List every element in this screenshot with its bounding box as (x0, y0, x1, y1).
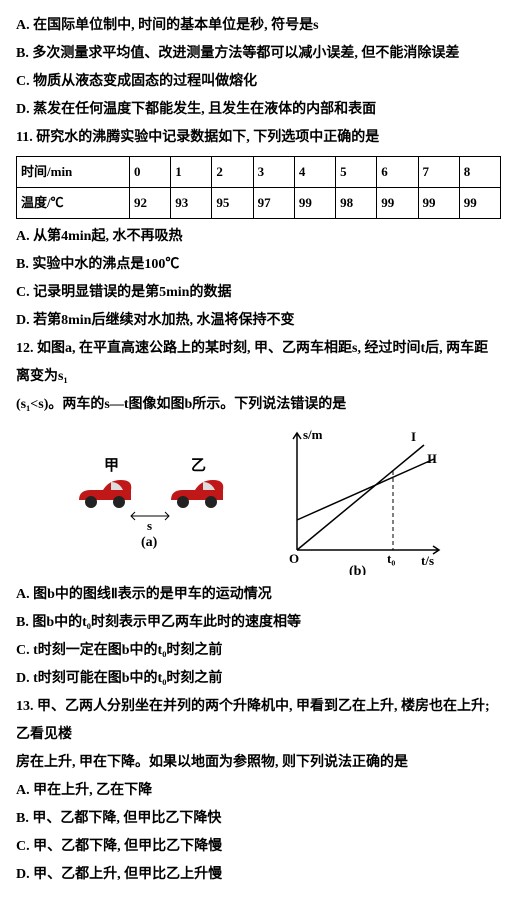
th-1: 0 (129, 157, 170, 188)
td-8: 99 (418, 188, 459, 219)
line-after-3: D. t时刻可能在图b中的t₀时刻之前 (16, 665, 501, 693)
figure-row: 甲 乙 s (a) s/m t/s O I (16, 425, 501, 575)
s-label: s (147, 518, 152, 533)
line-II (297, 459, 434, 520)
y-axis-label: s/m (303, 427, 323, 442)
line-after-6: A. 甲在上升, 乙在下降 (16, 777, 501, 805)
th-8: 7 (418, 157, 459, 188)
td-1: 92 (129, 188, 170, 219)
th-5: 4 (294, 157, 335, 188)
line-mid-3: D. 若第8min后继续对水加热, 水温将保持不变 (16, 307, 501, 335)
figure-a: 甲 乙 s (a) (69, 450, 239, 550)
line-before-3: D. 蒸发在任何温度下都能发生, 且发生在液体的内部和表面 (16, 96, 501, 124)
line-before-2: C. 物质从液态变成固态的过程叫做熔化 (16, 68, 501, 96)
figure-b: s/m t/s O I II t₀ (b) (269, 425, 449, 575)
line-mid-2: C. 记录明显错误的是第5min的数据 (16, 279, 501, 307)
car-right-label: 乙 (191, 458, 206, 474)
line-after-7: B. 甲、乙都下降, 但甲比乙下降快 (16, 805, 501, 833)
td-2: 93 (171, 188, 212, 219)
td-0: 温度/℃ (17, 188, 130, 219)
line-after-0: A. 图b中的图线Ⅱ表示的是甲车的运动情况 (16, 581, 501, 609)
th-7: 6 (377, 157, 418, 188)
th-4: 3 (253, 157, 294, 188)
line-before-0: A. 在国际单位制中, 时间的基本单位是秒, 符号是s (16, 12, 501, 40)
td-9: 99 (459, 188, 500, 219)
car-left-label: 甲 (104, 457, 119, 474)
line-before-1: B. 多次测量求平均值、改进测量方法等都可以减小误差, 但不能消除误差 (16, 40, 501, 68)
I-label: I (411, 429, 416, 444)
line-I (297, 445, 424, 550)
line-after-1: B. 图b中的t₀时刻表示甲乙两车此时的速度相等 (16, 609, 501, 637)
th-0: 时间/min (17, 157, 130, 188)
th-3: 2 (212, 157, 253, 188)
td-6: 98 (336, 188, 377, 219)
fig-a-label: (a) (141, 535, 158, 550)
line-after-8: C. 甲、乙都下降, 但甲比乙下降慢 (16, 833, 501, 861)
line-after-2: C. t时刻一定在图b中的t₀时刻之前 (16, 637, 501, 665)
td-7: 99 (377, 188, 418, 219)
car-left (79, 480, 131, 508)
data-table: 时间/min012345678 温度/℃929395979998999999 (16, 156, 501, 219)
line-mid-0: A. 从第4min起, 水不再吸热 (16, 223, 501, 251)
th-6: 5 (336, 157, 377, 188)
line-before-4: 11. 研究水的沸腾实验中记录数据如下, 下列选项中正确的是 (16, 124, 501, 152)
line-mid-4: 12. 如图a, 在平直高速公路上的某时刻, 甲、乙两车相距s, 经过时间t后,… (16, 335, 501, 391)
fig-b-label: (b) (349, 564, 366, 575)
car-right (171, 480, 223, 508)
th-9: 8 (459, 157, 500, 188)
td-3: 95 (212, 188, 253, 219)
td-4: 97 (253, 188, 294, 219)
th-2: 1 (171, 157, 212, 188)
line-mid-5: (s₁<s)。两车的s—t图像如图b所示。下列说法错误的是 (16, 391, 501, 419)
x-axis-label: t/s (421, 553, 434, 568)
II-label: II (427, 451, 437, 466)
t0-label: t₀ (387, 551, 395, 566)
origin-label: O (289, 551, 299, 566)
td-5: 99 (294, 188, 335, 219)
line-after-4: 13. 甲、乙两人分别坐在并列的两个升降机中, 甲看到乙在上升, 楼房也在上升;… (16, 693, 501, 749)
line-after-9: D. 甲、乙都上升, 但甲比乙上升慢 (16, 861, 501, 889)
line-after-5: 房在上升, 甲在下降。如果以地面为参照物, 则下列说法正确的是 (16, 749, 501, 777)
line-mid-1: B. 实验中水的沸点是100℃ (16, 251, 501, 279)
